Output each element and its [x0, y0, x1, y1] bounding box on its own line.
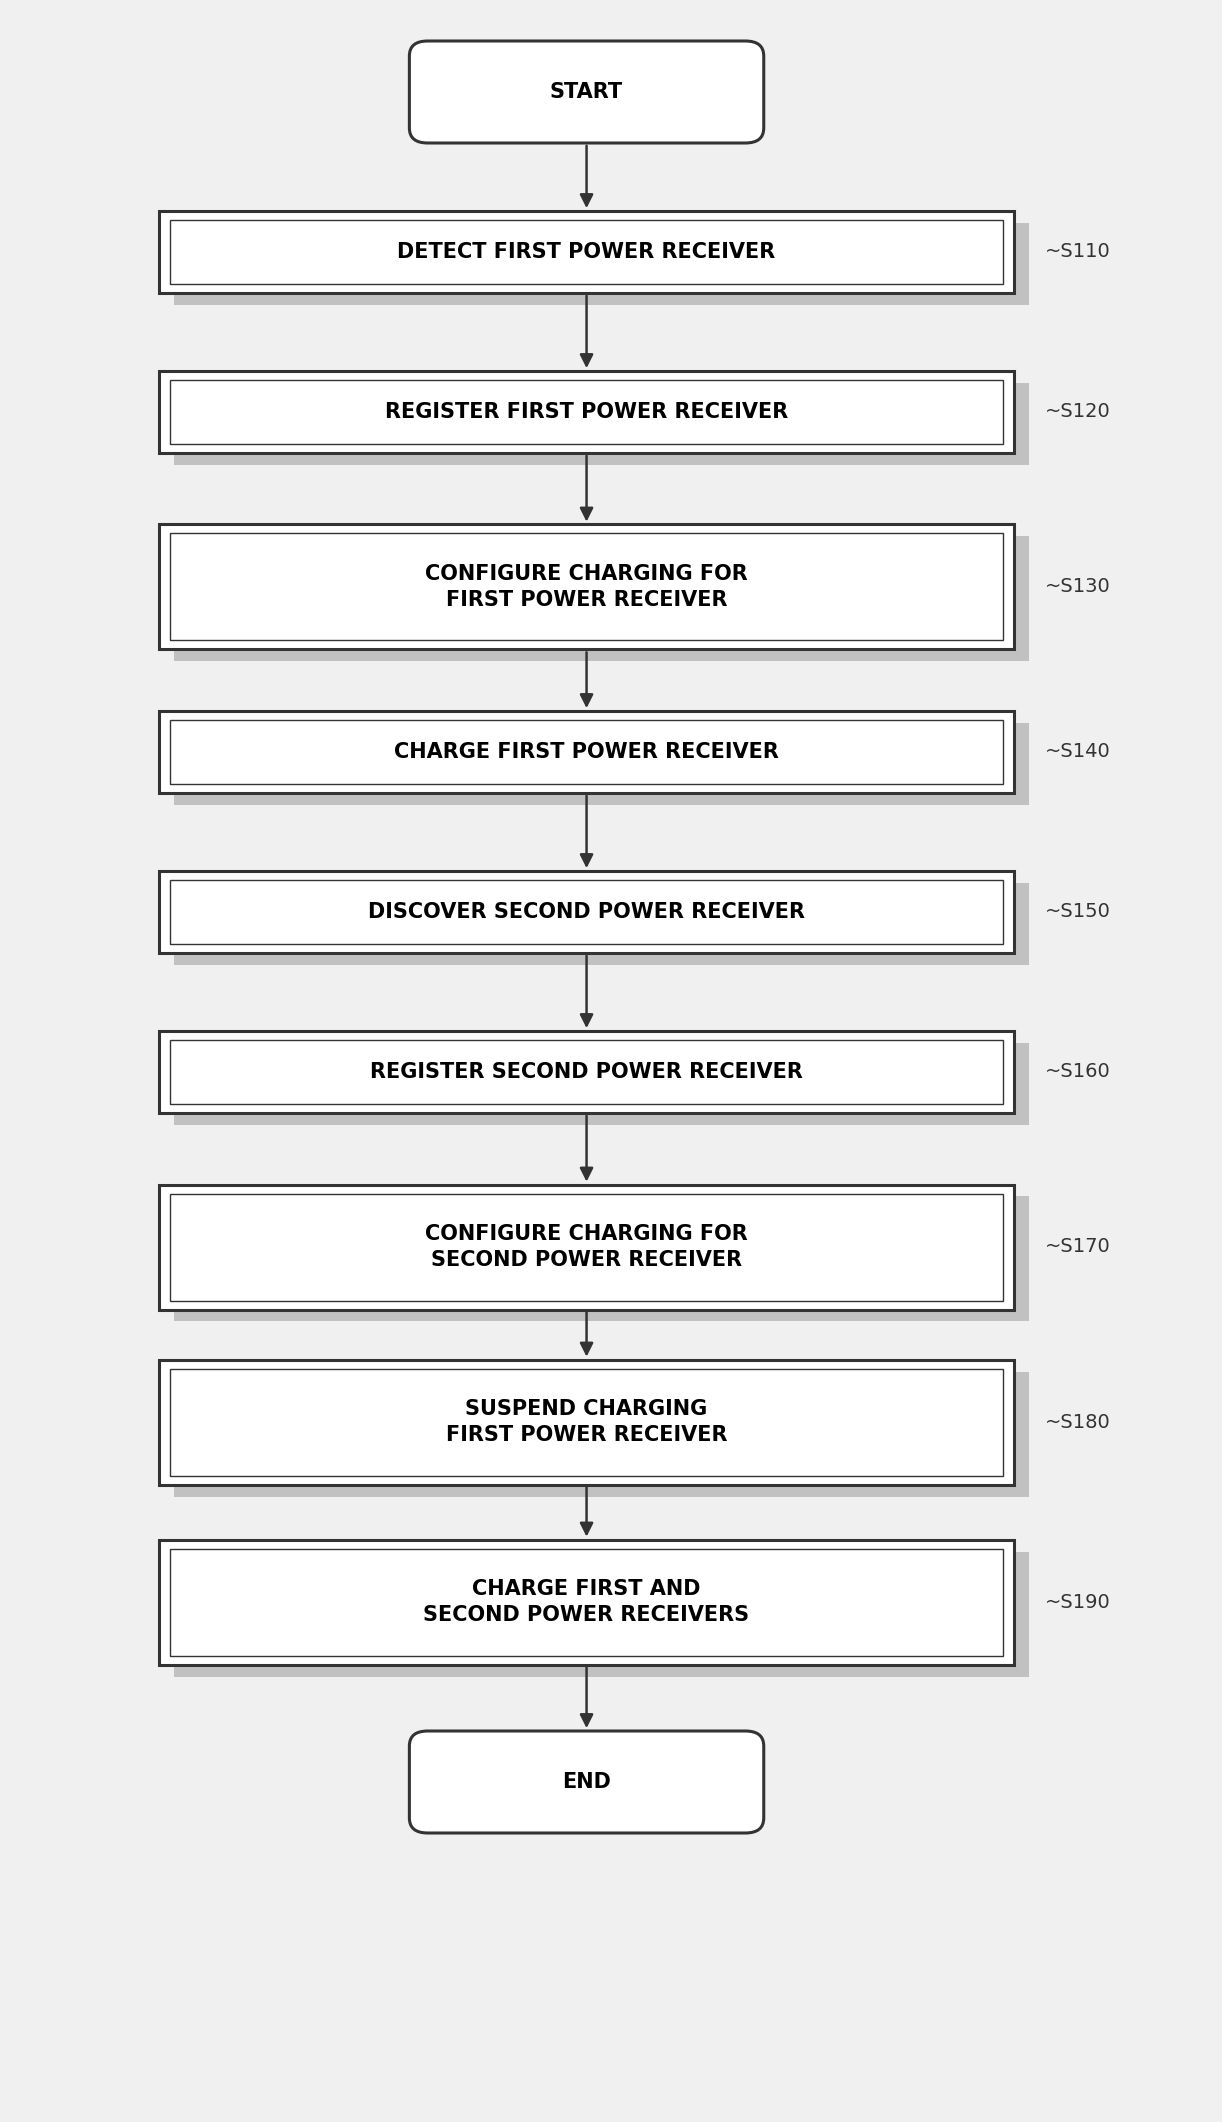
Text: CONFIGURE CHARGING FOR
SECOND POWER RECEIVER: CONFIGURE CHARGING FOR SECOND POWER RECE… — [425, 1224, 748, 1271]
Text: START: START — [550, 83, 623, 102]
Text: ~S120: ~S120 — [1045, 403, 1111, 422]
FancyBboxPatch shape — [174, 724, 1029, 804]
FancyBboxPatch shape — [174, 1371, 1029, 1496]
Text: REGISTER SECOND POWER RECEIVER: REGISTER SECOND POWER RECEIVER — [370, 1061, 803, 1082]
Text: CHARGE FIRST AND
SECOND POWER RECEIVERS: CHARGE FIRST AND SECOND POWER RECEIVERS — [424, 1579, 749, 1625]
Text: CHARGE FIRST POWER RECEIVER: CHARGE FIRST POWER RECEIVER — [395, 743, 778, 762]
Text: DISCOVER SECOND POWER RECEIVER: DISCOVER SECOND POWER RECEIVER — [368, 902, 805, 921]
Text: ~S140: ~S140 — [1045, 743, 1111, 762]
FancyBboxPatch shape — [409, 1732, 764, 1833]
FancyBboxPatch shape — [174, 223, 1029, 306]
FancyBboxPatch shape — [174, 537, 1029, 662]
Text: REGISTER FIRST POWER RECEIVER: REGISTER FIRST POWER RECEIVER — [385, 401, 788, 422]
Text: ~S190: ~S190 — [1045, 1592, 1111, 1611]
FancyBboxPatch shape — [159, 1184, 1014, 1309]
FancyBboxPatch shape — [174, 1551, 1029, 1676]
Text: ~S170: ~S170 — [1045, 1237, 1111, 1256]
FancyBboxPatch shape — [159, 1031, 1014, 1114]
Text: ~S130: ~S130 — [1045, 577, 1111, 596]
FancyBboxPatch shape — [159, 371, 1014, 452]
FancyBboxPatch shape — [174, 1044, 1029, 1125]
Text: SUSPEND CHARGING
FIRST POWER RECEIVER: SUSPEND CHARGING FIRST POWER RECEIVER — [446, 1398, 727, 1445]
Text: ~S150: ~S150 — [1045, 902, 1111, 921]
FancyBboxPatch shape — [159, 1538, 1014, 1664]
FancyBboxPatch shape — [174, 382, 1029, 465]
Text: ~S180: ~S180 — [1045, 1413, 1111, 1432]
FancyBboxPatch shape — [174, 883, 1029, 966]
Text: CONFIGURE CHARGING FOR
FIRST POWER RECEIVER: CONFIGURE CHARGING FOR FIRST POWER RECEI… — [425, 564, 748, 611]
FancyBboxPatch shape — [159, 711, 1014, 794]
Text: ~S110: ~S110 — [1045, 242, 1111, 261]
FancyBboxPatch shape — [409, 40, 764, 142]
FancyBboxPatch shape — [159, 524, 1014, 649]
FancyBboxPatch shape — [159, 210, 1014, 293]
FancyBboxPatch shape — [159, 870, 1014, 953]
FancyBboxPatch shape — [174, 1197, 1029, 1322]
Text: ~S160: ~S160 — [1045, 1063, 1111, 1082]
Text: DETECT FIRST POWER RECEIVER: DETECT FIRST POWER RECEIVER — [397, 242, 776, 261]
Text: END: END — [562, 1772, 611, 1791]
FancyBboxPatch shape — [159, 1360, 1014, 1485]
